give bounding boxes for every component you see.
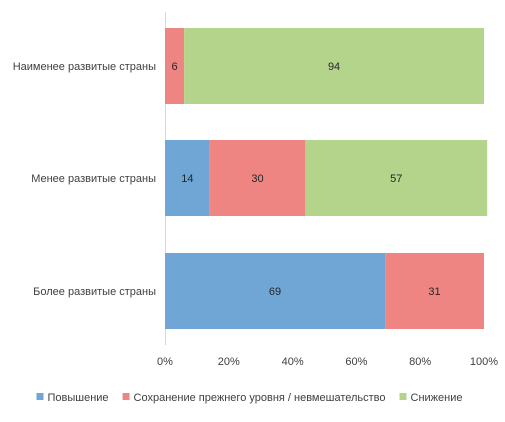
- data-label-1-category-2: 14: [181, 173, 193, 185]
- x-axis-ticks: 0% 20% 40% 60% 80% 100%: [157, 356, 498, 368]
- bar-1-category-2: [165, 140, 210, 216]
- data-label-1-category-3: 69: [269, 286, 281, 298]
- legend-label-2: Сохранение прежнего уровня / невмешатель…: [134, 392, 386, 404]
- data-label-2-category-1: 6: [172, 61, 178, 73]
- bars: 6 94 14 30 57 69 31: [165, 28, 488, 329]
- data-label-3-category-1: 94: [328, 61, 340, 73]
- legend-swatch-3: [399, 393, 407, 400]
- bar-3-category-2: [305, 140, 488, 216]
- category-label-3: Более развитые страны: [33, 286, 156, 298]
- x-tick-label-4: 60%: [345, 356, 367, 368]
- legend-swatch-2: [122, 393, 130, 400]
- data-label-2-category-3: 31: [428, 286, 440, 298]
- bar-3-category-1: [184, 28, 484, 104]
- x-tick-label-2: 20%: [218, 356, 240, 368]
- bar-2-category-3: [385, 253, 484, 329]
- category-labels: Наименее развитые страны Менее развитые с…: [13, 61, 156, 298]
- legend-label-1: Повышение: [47, 392, 108, 404]
- bar-2-category-1: [165, 28, 185, 104]
- data-label-2-category-2: 30: [251, 173, 263, 185]
- x-tick-label-6: 100%: [470, 356, 498, 368]
- legend-swatch-1: [36, 393, 44, 400]
- category-label-2: Менее развитые страны: [31, 173, 156, 185]
- x-tick-label-1: 0%: [157, 356, 173, 368]
- data-label-3-category-2: 57: [390, 173, 402, 185]
- bar-1-category-3: [165, 253, 386, 329]
- x-tick-label-3: 40%: [282, 356, 304, 368]
- x-tick-label-5: 80%: [409, 356, 431, 368]
- bar-2-category-2: [209, 140, 306, 216]
- category-label-1: Наименее развитые страны: [13, 61, 156, 73]
- legend: Повышение Сохранение прежнего уровня / не…: [36, 392, 463, 404]
- legend-label-3: Снижение: [411, 392, 463, 404]
